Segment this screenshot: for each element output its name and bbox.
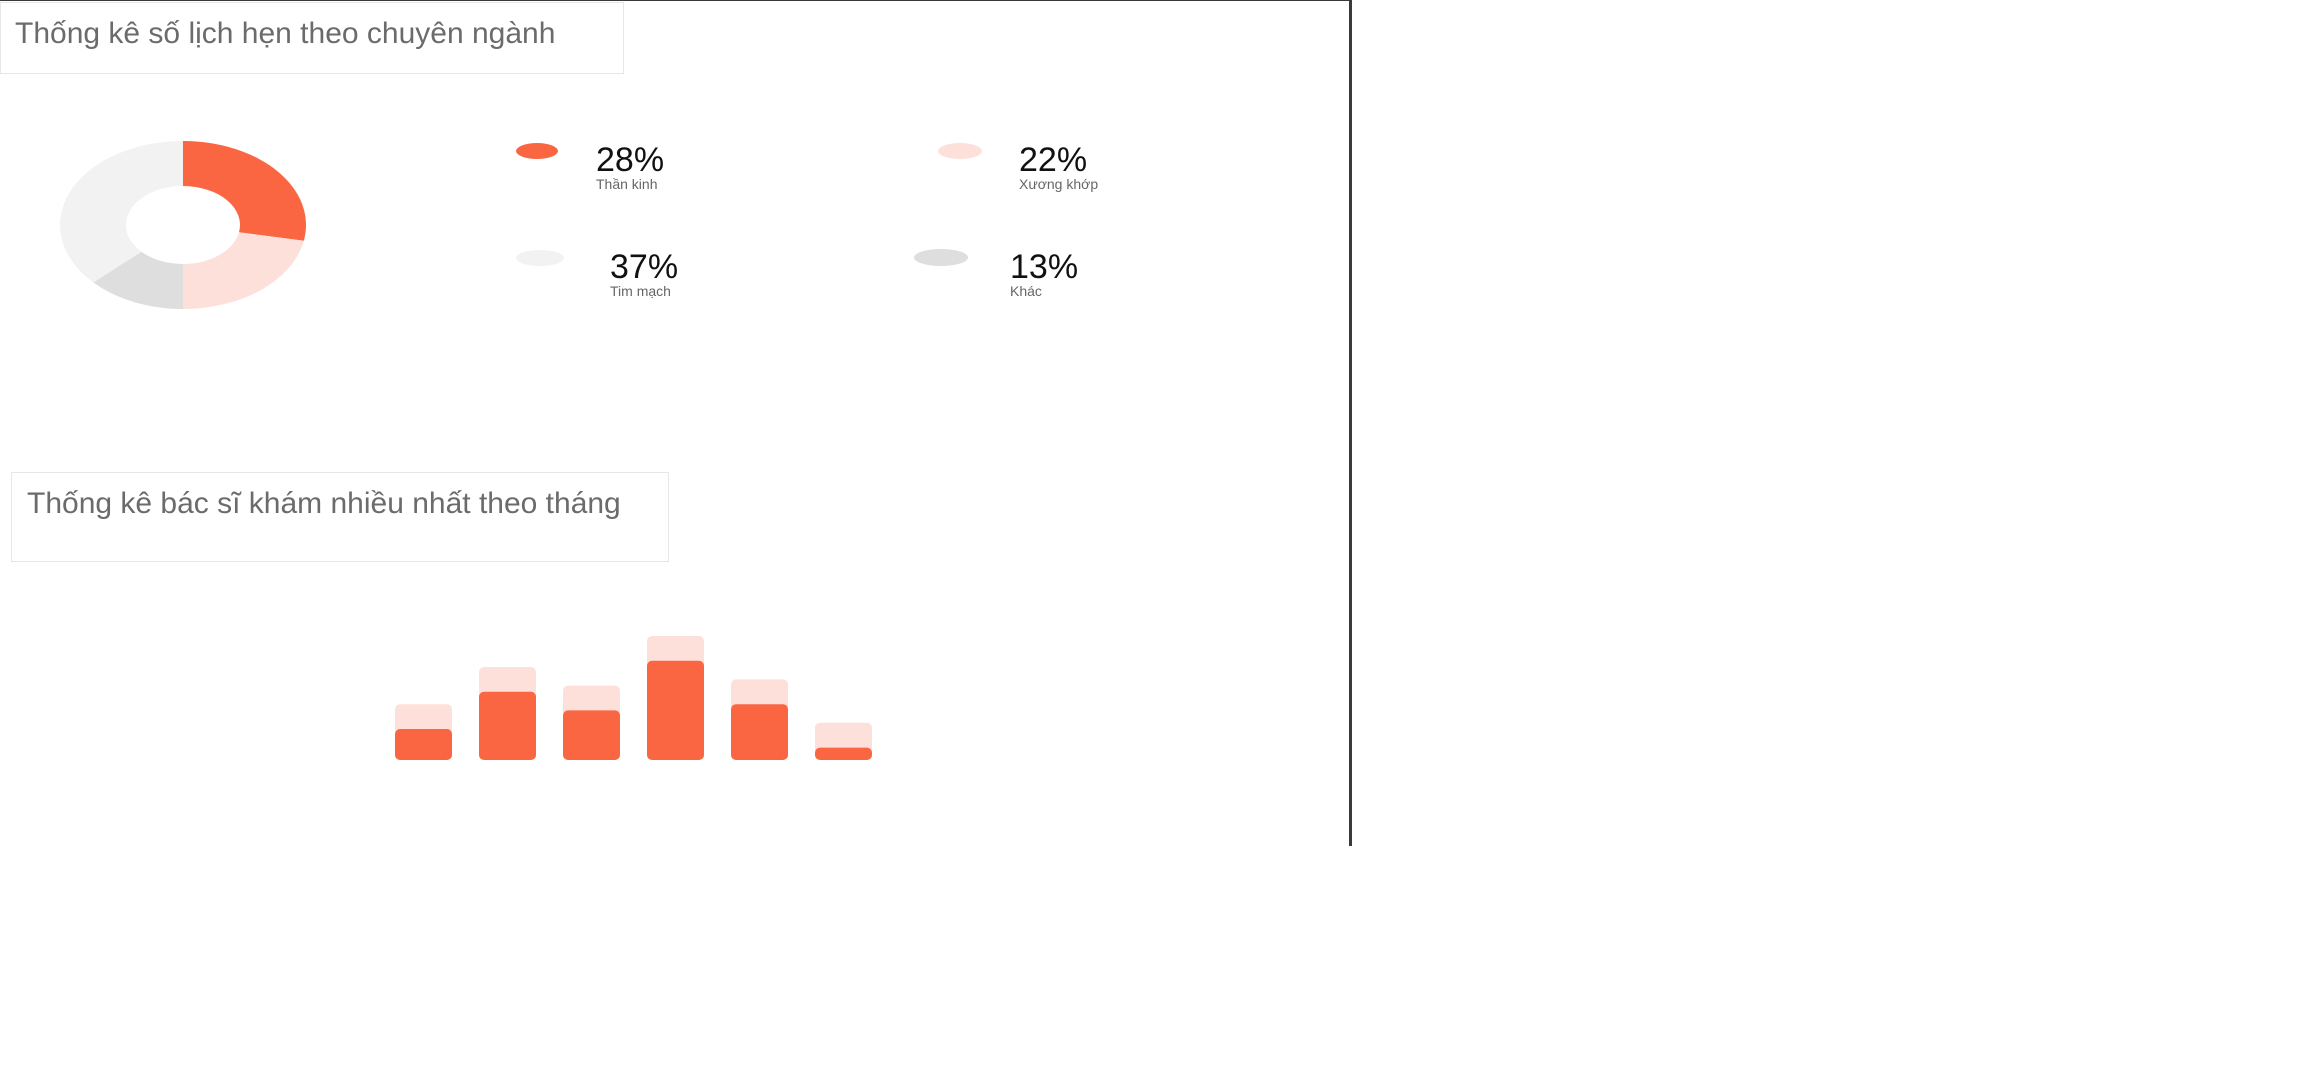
legend-dot-orthopedics [938, 143, 982, 159]
legend-percent-orthopedics: 22% [1019, 141, 1088, 179]
donut-slice-orthopedics [183, 232, 304, 309]
donut-slice-other [93, 251, 183, 309]
legend-dot-cardiology [516, 250, 564, 266]
bar-3 [563, 710, 620, 760]
specialty-donut-chart [60, 141, 306, 309]
bar-5 [731, 704, 788, 760]
bar-2 [479, 691, 536, 760]
bar-4 [647, 660, 704, 760]
legend-label-other: Khác [1010, 283, 1042, 299]
legend-label-cardiology: Tim mạch [610, 283, 671, 299]
legend-dot-neurology [516, 143, 558, 159]
legend-percent-cardiology: 37% [610, 248, 679, 286]
donut-slice-neurology [183, 141, 306, 241]
donut-slice-cardiology [60, 141, 183, 283]
legend-label-neurology: Thần kinh [596, 176, 658, 192]
legend-dot-other [914, 249, 968, 266]
legend-percent-other: 13% [1010, 248, 1079, 286]
top-doctors-by-month-title: Thống kê bác sĩ khám nhiều nhất theo thá… [11, 472, 669, 562]
dashboard-panel [0, 0, 1352, 846]
top-doctors-bar-chart [395, 636, 872, 760]
legend-label-orthopedics: Xương khớp [1019, 176, 1099, 192]
bar-6 [815, 747, 872, 760]
bar-1 [395, 729, 452, 760]
appointments-by-specialty-title: Thống kê số lịch hẹn theo chuyên ngành [0, 2, 624, 74]
legend-percent-neurology: 28% [596, 141, 665, 179]
